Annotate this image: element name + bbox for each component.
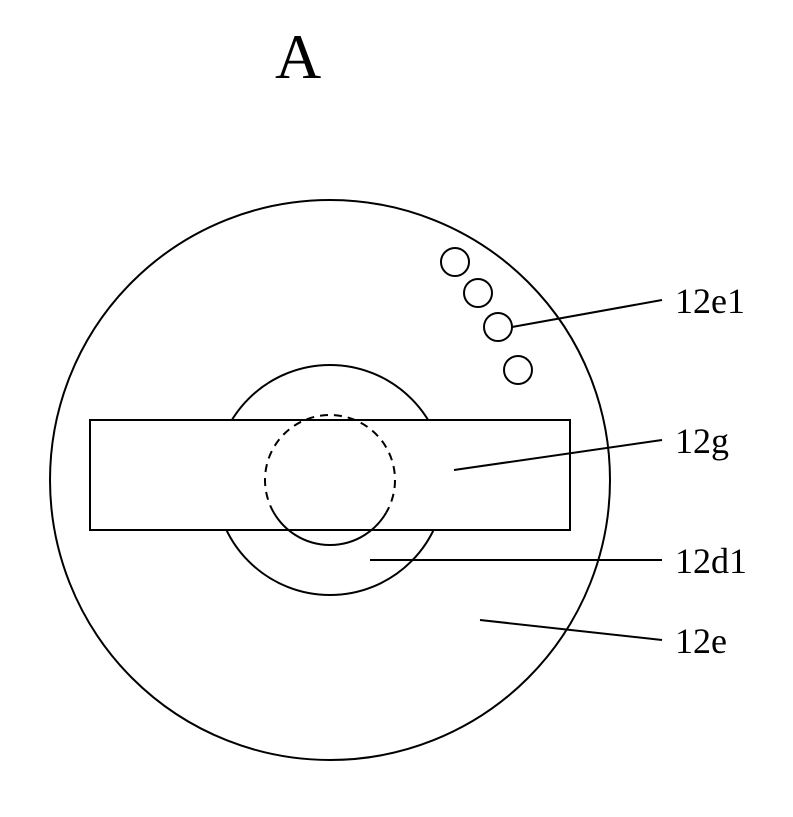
hole-dot (441, 248, 469, 276)
hole-dot (464, 279, 492, 307)
label-12g: 12g (675, 420, 729, 462)
bar-rect (90, 420, 570, 530)
leader-line (512, 300, 662, 327)
figure-title: A (275, 20, 321, 94)
diagram-canvas: A 12e1 12g 12d1 12e (0, 0, 793, 817)
hole-dot (504, 356, 532, 384)
diagram-svg (0, 0, 793, 817)
label-12e1: 12e1 (675, 280, 745, 322)
label-12e: 12e (675, 620, 727, 662)
label-12d1: 12d1 (675, 540, 747, 582)
hole-dot (484, 313, 512, 341)
